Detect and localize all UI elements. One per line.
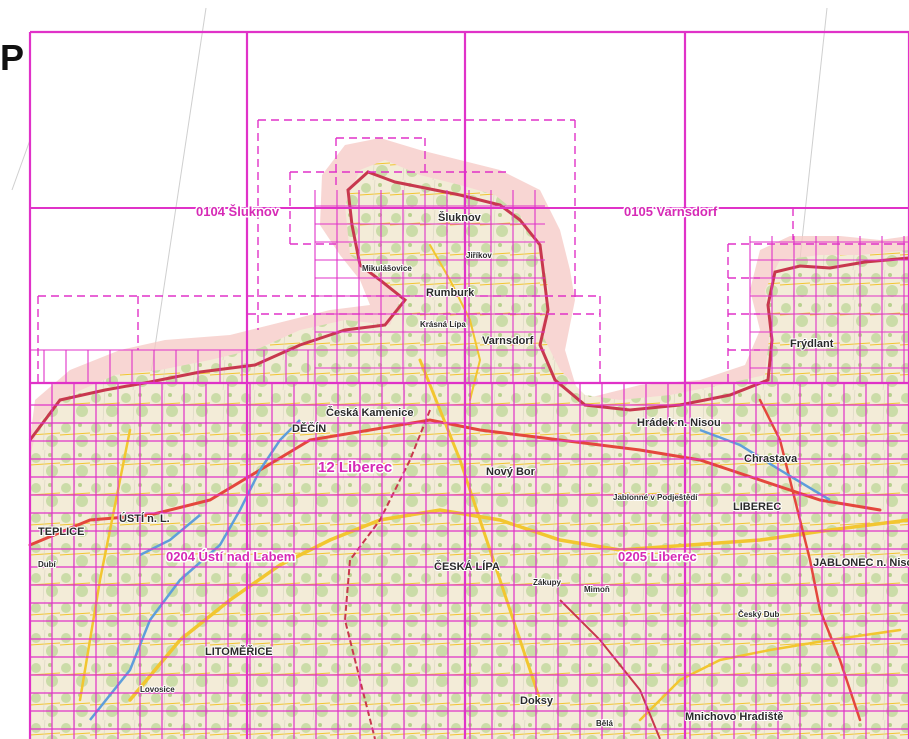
town-frydlant: Frýdlant xyxy=(790,338,834,350)
town-ceska-lipa: ČESKÁ LÍPA xyxy=(434,560,500,573)
town-usti: ÚSTÍ n. L. xyxy=(119,512,170,525)
roads xyxy=(28,244,909,722)
town-jablonne: Jablonné v Podještědí xyxy=(613,493,698,502)
town-jablonec: JABLONEC n. Nisou xyxy=(813,557,909,569)
town-hradek: Hrádek n. Nisou xyxy=(637,417,721,429)
town-zakupy: Zákupy xyxy=(533,578,562,587)
town-ceska-kamenice: Česká Kamenice xyxy=(326,406,413,419)
sheet-label-usti[interactable]: 0204 Ústí nad Labem xyxy=(165,548,297,566)
town-teplice: TEPLICE xyxy=(38,526,84,538)
town-mnichovo: Mnichovo Hradiště xyxy=(685,711,783,723)
town-sluknov: Šluknov xyxy=(438,211,482,224)
town-rumburk: Rumburk xyxy=(426,287,475,299)
town-varnsdorf: Varnsdorf xyxy=(482,335,534,347)
map-grid xyxy=(28,30,909,739)
town-cesky-dub: Český Dub xyxy=(738,610,779,619)
town-chrastava: Chrastava xyxy=(744,453,798,465)
town-mimon: Mimoň xyxy=(584,585,610,594)
town-mikulasovice: Mikulášovice xyxy=(362,264,412,273)
town-dubi: Dubí xyxy=(38,560,57,569)
region-label-liberec[interactable]: 12 Liberec xyxy=(317,458,394,478)
town-doksy: Doksy xyxy=(520,695,554,707)
town-litomerice: LITOMĚŘICE xyxy=(205,645,273,658)
town-decin: DĚČÍN xyxy=(292,422,326,435)
town-jirikov: Jiříkov xyxy=(466,251,492,260)
town-lovosice: Lovosice xyxy=(140,685,175,694)
sheet-label-varnsdorf[interactable]: 0105 Varnsdorf xyxy=(623,203,720,221)
town-bela: Bělá xyxy=(596,719,613,728)
sheet-labels: 0104 Šluknov 0105 Varnsdorf 12 Liberec 0… xyxy=(165,203,720,566)
sheet-label-sluknov[interactable]: 0104 Šluknov xyxy=(195,203,282,221)
town-liberec: LIBEREC xyxy=(733,501,781,513)
town-krasna-lipa: Krásná Lípa xyxy=(420,320,466,329)
sheet-label-liberec[interactable]: 0205 Liberec xyxy=(617,548,699,566)
town-labels: Šluknov Jiříkov Mikulášovice Rumburk Krá… xyxy=(37,210,909,729)
rivers xyxy=(89,419,831,721)
town-novy-bor: Nový Bor xyxy=(486,466,536,478)
